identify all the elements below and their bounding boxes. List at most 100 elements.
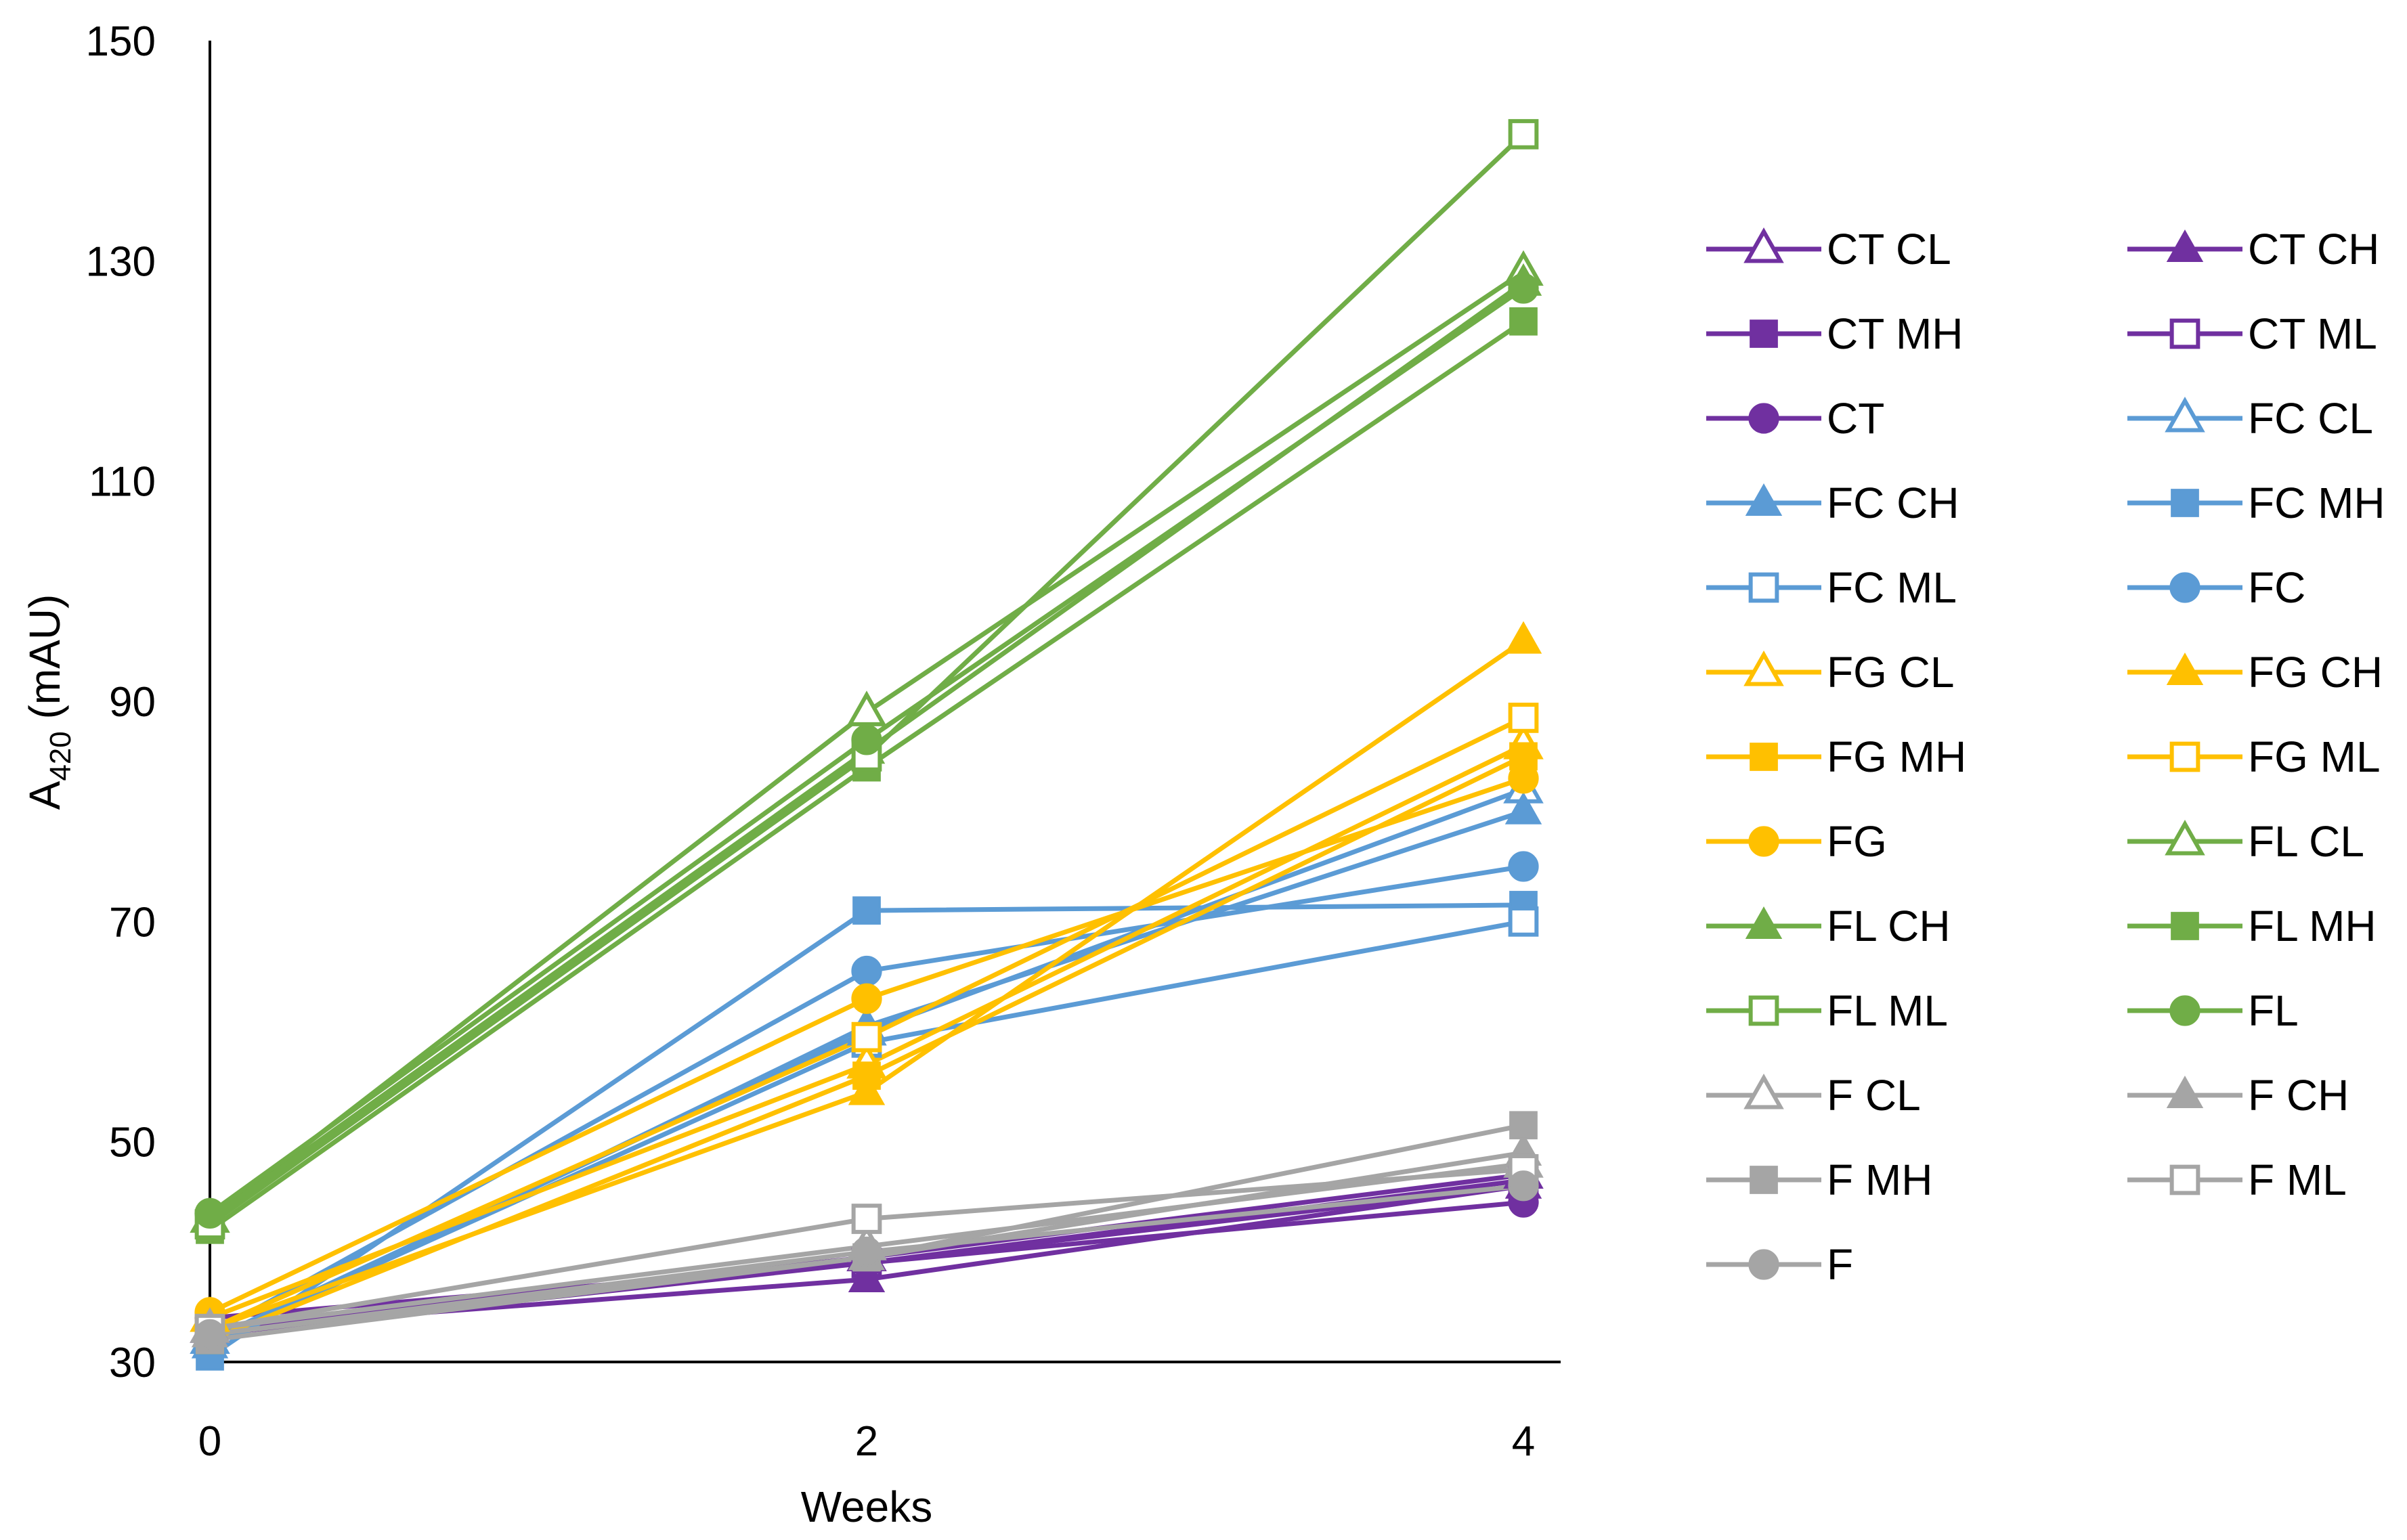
legend-marker	[2169, 1164, 2200, 1195]
data-point-fc	[851, 955, 882, 987]
data-point-fc	[1508, 851, 1539, 882]
legend-entry-fl-mh: FL MH	[2127, 902, 2377, 950]
legend-marker	[1750, 1166, 1778, 1194]
y-tick-label: 110	[89, 459, 156, 506]
legend-entry-fc-ch: FC CH	[1706, 479, 1959, 527]
legend-marker	[2169, 995, 2200, 1026]
y-tick-label: 130	[86, 238, 156, 285]
legend-marker	[1750, 320, 1778, 348]
data-point-f	[194, 1319, 225, 1350]
legend-marker	[2169, 741, 2200, 772]
legend-marker	[1748, 1249, 1779, 1280]
legend-marker	[2166, 653, 2204, 686]
legend-label: FC CH	[1827, 479, 1959, 527]
y-axis-title-subscript: 420	[44, 731, 77, 780]
legend-entry-fl-ch: FL CH	[1706, 902, 1951, 950]
legend-entry-ct-cl: CT CL	[1706, 225, 1951, 273]
legend-marker	[1743, 227, 1784, 263]
data-point-fl-cl	[846, 690, 887, 726]
data-point-fl	[851, 724, 882, 755]
legend-marker	[1748, 826, 1779, 857]
data-point-fl	[194, 1197, 225, 1229]
legend-entry-fc-mh: FC MH	[2127, 479, 2385, 527]
legend-entry-fg-ch: FG CH	[2127, 648, 2383, 697]
data-point-fg-ch	[1504, 621, 1542, 654]
legend-marker	[2165, 397, 2205, 433]
legend-marker	[2171, 489, 2199, 517]
legend-marker	[2165, 820, 2205, 856]
y-axis-title-main: A	[20, 780, 69, 810]
legend-entry-fg: FG	[1706, 817, 1887, 866]
legend-marker	[1750, 743, 1778, 771]
legend-label: FG MH	[1827, 732, 1966, 781]
y-tick-label: 150	[86, 18, 156, 65]
data-point-fl	[1508, 273, 1539, 304]
data-point-fc-ml	[1508, 906, 1539, 937]
legend-label: FC MH	[2248, 479, 2385, 527]
legend-label: CT MH	[1827, 309, 1963, 358]
legend-marker	[1748, 403, 1779, 434]
x-axis-title: Weeks	[801, 1482, 932, 1531]
legend-entry-fc: FC	[2127, 563, 2305, 612]
legend-label: F ML	[2248, 1156, 2347, 1204]
legend-entry-f-ml: F ML	[2127, 1156, 2347, 1204]
data-point-f	[851, 1236, 882, 1267]
legend-label: F	[1827, 1240, 1853, 1289]
legend-label: FG ML	[2248, 732, 2381, 781]
data-point-f-ml	[851, 1204, 882, 1234]
legend-label: FG CH	[2248, 648, 2383, 697]
x-tick-label: 4	[1512, 1418, 1535, 1465]
data-point-fg	[851, 983, 882, 1014]
legend-label: CT CL	[1827, 225, 1951, 273]
legend-entry-fg-cl: FG CL	[1706, 648, 1954, 697]
legend-marker	[1745, 906, 1783, 940]
legend-label: FC	[2248, 563, 2305, 612]
y-tick-label: 70	[109, 899, 156, 946]
legend-label: CT ML	[2248, 309, 2377, 358]
legend-marker	[2166, 229, 2204, 263]
axes	[209, 41, 1561, 1363]
legend-marker	[1748, 995, 1779, 1026]
legend-label: CT CH	[2248, 225, 2379, 273]
legend-entry-ct: CT	[1706, 394, 1884, 443]
legend-entry-fc-cl: FC CL	[2127, 394, 2373, 443]
legend-label: FG CL	[1827, 648, 1954, 697]
legend-entry-ct-ch: CT CH	[2127, 225, 2379, 273]
y-tick-label: 90	[109, 679, 156, 726]
data-point-fg-ml	[1508, 703, 1539, 733]
legend-entry-ct-mh: CT MH	[1706, 309, 1963, 358]
legend: CT CL CT CH CT MH CT ML CT FC CL FC CH FC MH FC …	[1706, 225, 2385, 1289]
data-point-fc-ch	[1504, 791, 1542, 824]
legend-marker	[2166, 1076, 2204, 1109]
series-points-fl	[194, 273, 1539, 1229]
y-axis-title: A420 (mAU)	[20, 594, 77, 810]
legend-label: F CH	[2248, 1071, 2349, 1120]
legend-label: FL CH	[1827, 902, 1951, 950]
legend-marker	[1745, 483, 1783, 516]
data-point-fc-mh	[852, 896, 881, 925]
legend-label: FL CL	[2248, 817, 2364, 866]
legend-entry-fl-ml: FL ML	[1706, 986, 1948, 1035]
legend-label: FC CL	[2248, 394, 2373, 443]
legend-entry-f-ch: F CH	[2127, 1071, 2349, 1120]
legend-marker	[2171, 912, 2199, 940]
data-point-fg-mh	[852, 1061, 881, 1090]
data-point-fl-mh	[1509, 307, 1538, 336]
legend-label: FL MH	[2248, 902, 2377, 950]
data-point-fg-ml	[851, 1021, 882, 1053]
legend-entry-fg-mh: FG MH	[1706, 732, 1966, 781]
legend-marker	[1743, 651, 1784, 686]
legend-label: FC ML	[1827, 563, 1957, 612]
legend-entry-f: F	[1706, 1240, 1853, 1289]
y-axis-title-unit: (mAU)	[20, 594, 69, 732]
legend-entry-fc-ml: FC ML	[1706, 563, 1957, 612]
legend-marker	[2169, 318, 2200, 349]
legend-entry-f-cl: F CL	[1706, 1071, 1921, 1120]
data-point-fl-ml	[1508, 118, 1539, 150]
legend-entry-fg-ml: FG ML	[2127, 732, 2381, 781]
legend-entry-ct-ml: CT ML	[2127, 309, 2377, 358]
legend-entry-fl-cl: FL CL	[2127, 817, 2364, 866]
legend-marker	[2169, 572, 2200, 603]
y-tick-label: 30	[109, 1340, 156, 1386]
